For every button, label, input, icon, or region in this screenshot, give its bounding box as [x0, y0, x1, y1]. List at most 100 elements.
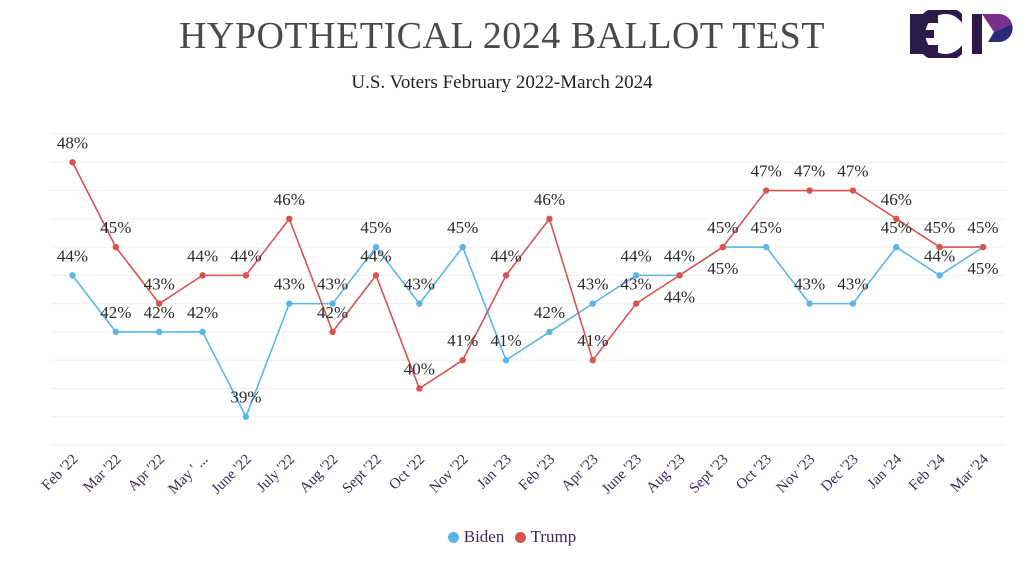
trump-data-point[interactable]: [416, 385, 423, 392]
trump-data-point[interactable]: [459, 356, 466, 364]
biden-data-label: 41%: [490, 331, 521, 350]
trump-data-label: 45%: [707, 218, 738, 237]
trump-data-label: 44%: [230, 246, 261, 265]
ecp-logo: [910, 10, 1013, 58]
biden-data-label: 42%: [144, 303, 175, 322]
biden-data-point[interactable]: [632, 272, 640, 279]
trump-data-label: 43%: [621, 275, 652, 294]
biden-data-point[interactable]: [546, 328, 553, 336]
trump-data-point[interactable]: [199, 272, 206, 279]
biden-data-label: 43%: [794, 275, 825, 294]
biden-data-label: 44%: [924, 246, 955, 265]
trump-data-label: 40%: [404, 359, 435, 378]
biden-data-label: 43%: [837, 275, 868, 294]
biden-data-label: 43%: [404, 275, 435, 294]
biden-data-label: 42%: [100, 303, 131, 322]
biden-data-label: 44%: [57, 246, 88, 265]
biden-data-label: 42%: [534, 303, 565, 322]
x-tick-label: Aug '23: [644, 452, 689, 497]
trump-data-point[interactable]: [372, 272, 380, 279]
trump-data-point[interactable]: [589, 356, 596, 364]
biden-data-point[interactable]: [459, 243, 466, 251]
trump-data-label: 46%: [274, 190, 305, 209]
x-tick-label: Apr '22: [125, 452, 168, 495]
data-labels: 44% 42% 42% 42% 39% 43% 43% 45% 43% 45% 41% 42% 43% 4…: [57, 133, 999, 406]
x-tick-label: July '22: [254, 452, 298, 496]
trump-data-label: 41%: [447, 331, 478, 350]
trump-data-label: 45%: [100, 218, 131, 237]
biden-data-label: 45%: [881, 218, 912, 237]
x-tick-label: Oct '23: [733, 452, 775, 494]
biden-data-point[interactable]: [69, 272, 76, 279]
x-tick-label: Sept '22: [339, 452, 384, 497]
trump-data-point[interactable]: [763, 187, 770, 194]
logo-letter-p-stem: [972, 14, 982, 54]
trump-data-point[interactable]: [719, 243, 727, 251]
biden-data-point[interactable]: [936, 272, 943, 279]
trump-data-point[interactable]: [156, 300, 163, 307]
trump-data-label: 47%: [837, 162, 868, 181]
trump-data-point[interactable]: [849, 187, 857, 194]
trump-data-label: 44%: [360, 246, 391, 265]
trump-data-point[interactable]: [69, 159, 76, 166]
biden-data-point[interactable]: [112, 328, 120, 336]
biden-data-point[interactable]: [589, 300, 596, 307]
trump-data-label: 45%: [924, 218, 955, 237]
biden-data-point[interactable]: [893, 243, 900, 251]
biden-data-point[interactable]: [763, 243, 770, 251]
x-tick-label: Oct '22: [386, 452, 428, 494]
biden-data-label: 45%: [967, 259, 998, 278]
x-tick-label: Sept '23: [686, 452, 731, 497]
x-tick-label: Jan '24: [864, 451, 905, 492]
trump-data-point[interactable]: [979, 243, 987, 251]
trump-data-label: 47%: [751, 162, 782, 181]
trump-data-label: 46%: [881, 190, 912, 209]
biden-data-point[interactable]: [199, 328, 206, 336]
x-tick-label: Apr '23: [559, 452, 602, 495]
x-tick-label: Feb '22: [39, 452, 81, 494]
biden-data-point[interactable]: [849, 300, 857, 307]
legend-item-biden[interactable]: Biden: [447, 527, 505, 547]
legend-label-biden: Biden: [463, 527, 505, 546]
trump-data-label: 44%: [664, 287, 695, 306]
trump-data-point[interactable]: [936, 243, 943, 251]
biden-data-point[interactable]: [372, 243, 380, 251]
biden-data-point[interactable]: [156, 328, 163, 336]
trump-data-label: 45%: [967, 218, 998, 237]
biden-data-label: 44%: [664, 246, 695, 265]
trump-data-point[interactable]: [242, 272, 250, 279]
biden-data-label: 44%: [621, 246, 652, 265]
trump-data-point[interactable]: [632, 300, 640, 307]
biden-data-point[interactable]: [416, 300, 423, 307]
trump-data-label: 46%: [534, 190, 565, 209]
trump-data-point[interactable]: [286, 215, 293, 223]
series-lines: [71, 161, 984, 419]
trump-data-label: 42%: [317, 303, 348, 322]
trump-data-point[interactable]: [112, 243, 120, 251]
legend-item-trump[interactable]: Trump: [514, 527, 576, 547]
biden-data-point[interactable]: [806, 300, 813, 307]
trump-data-label: 44%: [187, 246, 218, 265]
biden-data-point[interactable]: [502, 356, 510, 364]
biden-data-label: 39%: [230, 388, 261, 407]
legend: Biden Trump: [0, 527, 1024, 548]
biden-data-point[interactable]: [242, 413, 250, 420]
trump-data-point[interactable]: [676, 272, 683, 279]
trump-data-label: 47%: [794, 162, 825, 181]
trump-data-point[interactable]: [893, 215, 900, 223]
trump-data-point[interactable]: [806, 187, 813, 194]
biden-data-point[interactable]: [329, 300, 336, 307]
logo-letter-c: [914, 10, 962, 58]
biden-data-label: 43%: [577, 275, 608, 294]
logo-letter-p-bowl-bottom: [988, 24, 1013, 42]
x-tick-label: June '22: [209, 452, 255, 498]
x-tick-label: Nov '22: [427, 452, 472, 497]
biden-data-point[interactable]: [286, 300, 293, 307]
trump-data-point[interactable]: [329, 328, 336, 336]
trump-data-point[interactable]: [546, 215, 553, 223]
chart-subtitle: U.S. Voters February 2022-March 2024: [351, 72, 653, 93]
x-tick-label: Mar '24: [948, 451, 993, 496]
trump-data-point[interactable]: [502, 272, 510, 279]
biden-data-label: 43%: [317, 275, 348, 294]
x-tick-label: Dec '23: [818, 452, 862, 496]
